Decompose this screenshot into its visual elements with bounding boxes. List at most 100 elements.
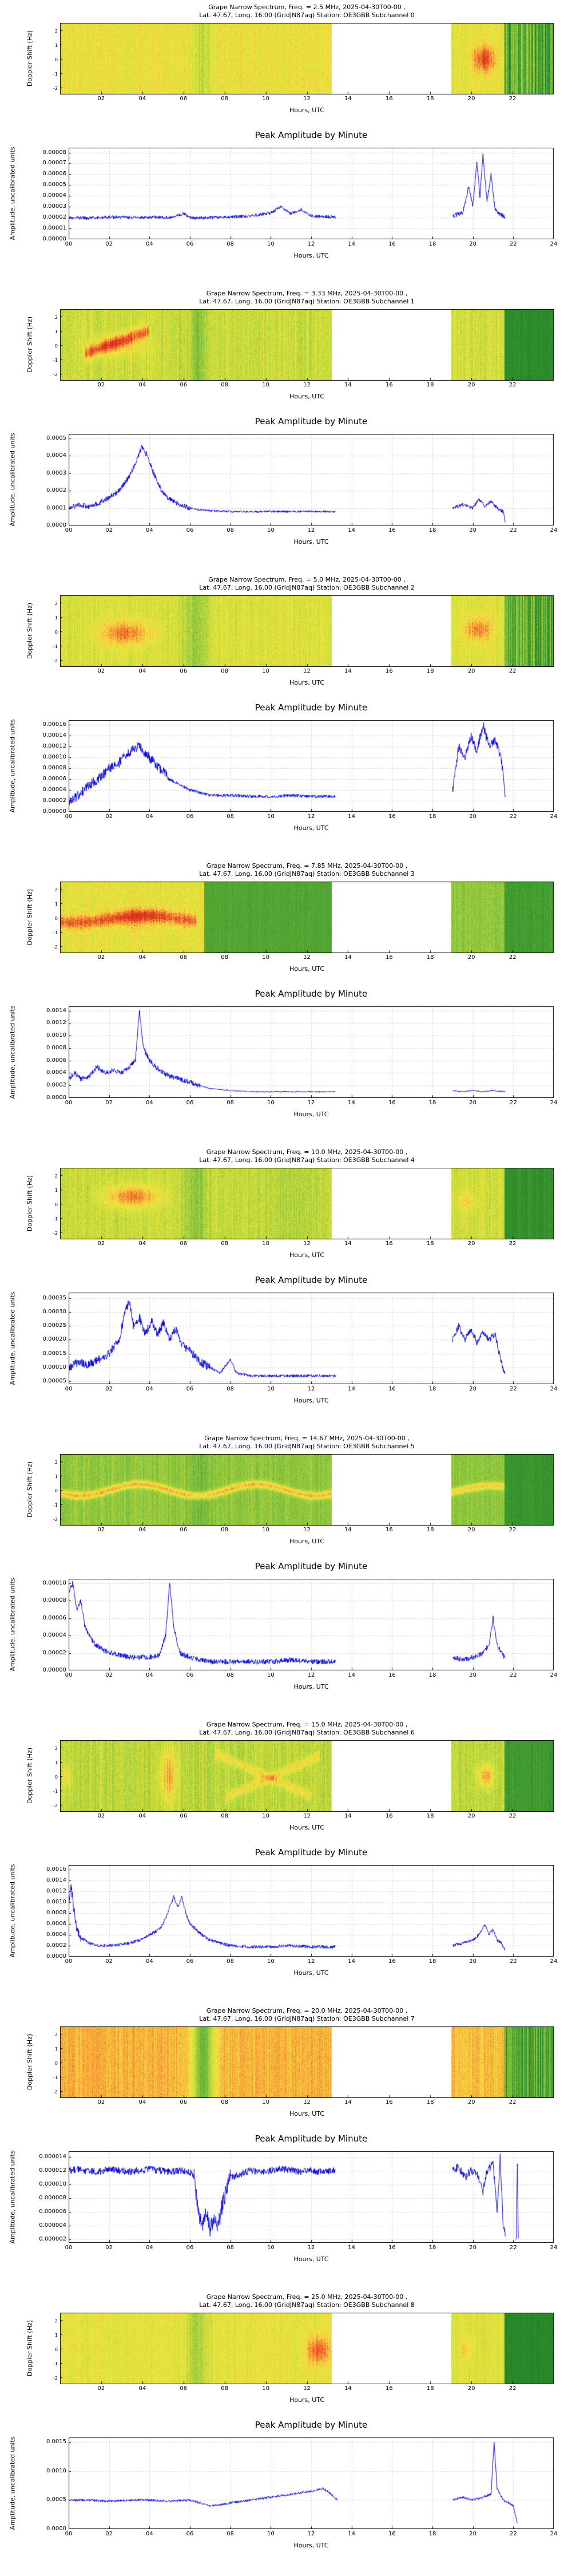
- amplitude-y-tick-label: 0.000004: [39, 2222, 66, 2229]
- spectrogram-x-tick-label: 08: [221, 2385, 229, 2392]
- spectrogram-x-tick-label: 20: [467, 1813, 475, 1819]
- spectrogram-x-tick-label: 14: [344, 954, 352, 961]
- spectrogram-x-tick-label: 20: [467, 2099, 475, 2105]
- amplitude-line-chart: [69, 720, 554, 812]
- amplitude-y-tick-label: 0.0012: [46, 1887, 66, 1894]
- amplitude-x-tick-label: 16: [388, 1672, 396, 1678]
- amplitude-y-tick-label: 0.00025: [42, 1322, 66, 1329]
- amplitude-x-tick-label: 24: [550, 2531, 558, 2537]
- amplitude-x-tick-label: 16: [388, 527, 396, 534]
- amplitude-x-tick-label: 02: [105, 2245, 113, 2251]
- amplitude-chart-title: Peak Amplitude by Minute: [255, 2134, 368, 2144]
- amplitude-x-tick-label: 12: [307, 1386, 315, 1392]
- amplitude-x-axis-label: Hours, UTC: [293, 538, 329, 546]
- amplitude-line-chart: [69, 434, 554, 526]
- amplitude-x-tick-label: 04: [145, 1386, 153, 1392]
- amplitude-x-tick-label: 16: [388, 241, 396, 247]
- amplitude-y-tick-label: 0.00014: [42, 732, 66, 738]
- amplitude-x-tick-label: 02: [105, 1386, 113, 1392]
- amplitude-y-tick-label: 0.00015: [42, 1350, 66, 1357]
- spectrogram-x-tick-label: 10: [262, 2385, 269, 2392]
- amplitude-x-tick-label: 00: [65, 1958, 73, 1965]
- spectrogram-x-tick-label: 08: [221, 1527, 229, 1533]
- amplitude-y-tick-label: 0.0004: [46, 452, 66, 459]
- amplitude-x-tick-label: 18: [428, 1100, 436, 1106]
- spectrogram-x-tick-label: 06: [180, 382, 188, 388]
- amplitude-line-chart: [69, 1579, 554, 1670]
- spectrogram-x-axis-label: Hours, UTC: [289, 1251, 325, 1259]
- amplitude-y-tick-label: 0.000014: [39, 2153, 66, 2160]
- amplitude-x-tick-label: 00: [65, 2245, 73, 2251]
- amplitude-x-tick-label: 16: [388, 1386, 396, 1392]
- spectrogram-title-line2: Lat. 47.67, Long. 16.00 (GridJN87aq) Sta…: [199, 584, 415, 591]
- amplitude-x-tick-label: 08: [227, 1386, 235, 1392]
- spectrogram-y-tick-label: -1: [53, 930, 58, 935]
- amplitude-x-tick-label: 04: [145, 813, 153, 820]
- amplitude-y-tick-label: 0.00000: [42, 808, 66, 815]
- spectrogram-y-tick-label: -2: [53, 1230, 58, 1236]
- spectrogram-x-tick-label: 16: [385, 1527, 393, 1533]
- subchannel-block-6: Grape Narrow Spectrum, Freq. = 15.0 MHz,…: [0, 1717, 572, 2004]
- amplitude-x-tick-label: 04: [145, 1100, 153, 1106]
- spectrogram-x-tick-label: 18: [426, 382, 434, 388]
- spectrogram-y-tick-label: 2: [54, 1173, 58, 1179]
- amplitude-y-tick-label: 0.00005: [42, 181, 66, 188]
- amplitude-x-tick-label: 08: [227, 1672, 235, 1678]
- spectrogram-y-tick-label: -2: [53, 2089, 58, 2095]
- amplitude-x-tick-label: 02: [105, 1672, 113, 1678]
- amplitude-y-tick-label: 0.000008: [39, 2194, 66, 2201]
- amplitude-x-tick-label: 06: [186, 1100, 194, 1106]
- spectrogram-y-tick-label: -2: [53, 944, 58, 950]
- amplitude-y-tick-label: 0.00012: [42, 742, 66, 749]
- amplitude-x-tick-label: 06: [186, 813, 194, 820]
- amplitude-x-tick-label: 02: [105, 813, 113, 820]
- amplitude-x-tick-label: 18: [428, 1672, 436, 1678]
- amplitude-x-tick-label: 14: [348, 1958, 356, 1965]
- amplitude-x-tick-label: 10: [267, 1386, 275, 1392]
- amplitude-y-tick-label: 0.0002: [46, 487, 66, 494]
- spectrogram-x-tick-label: 14: [344, 2099, 352, 2105]
- spectrogram-title-line1: Grape Narrow Spectrum, Freq. = 25.0 MHz,…: [206, 2293, 408, 2301]
- amplitude-y-tick-label: 0.0010: [46, 1898, 66, 1905]
- spectrogram-x-tick-label: 08: [221, 954, 229, 961]
- amplitude-x-tick-label: 24: [550, 241, 558, 247]
- amplitude-x-tick-label: 22: [509, 2245, 517, 2251]
- spectrogram-title-line2: Lat. 47.67, Long. 16.00 (GridJN87aq) Sta…: [199, 1156, 415, 1164]
- amplitude-x-tick-label: 10: [267, 527, 275, 534]
- amplitude-y-tick-label: 0.0008: [46, 1044, 66, 1051]
- spectrogram-y-axis-label: Doppler Shift (Hz): [26, 2320, 34, 2377]
- amplitude-y-tick-label: 0.00020: [42, 1336, 66, 1343]
- amplitude-y-tick-label: 0.00002: [42, 797, 66, 804]
- spectrogram-x-tick-label: 14: [344, 1527, 352, 1533]
- spectrogram-y-axis-label: Doppler Shift (Hz): [26, 30, 34, 87]
- amplitude-y-tick-label: 0.00003: [42, 203, 66, 210]
- spectrogram-x-tick-label: 02: [97, 1527, 105, 1533]
- amplitude-line-chart: [69, 2437, 554, 2529]
- amplitude-chart-title: Peak Amplitude by Minute: [255, 2420, 368, 2430]
- subchannel-block-5: Grape Narrow Spectrum, Freq. = 14.67 MHz…: [0, 1431, 572, 1717]
- spectrogram-x-tick-label: 04: [138, 2099, 146, 2105]
- subchannel-block-3: Grape Narrow Spectrum, Freq. = 7.85 MHz,…: [0, 859, 572, 1145]
- amplitude-x-tick-label: 02: [105, 527, 113, 534]
- spectrogram-title-line2: Lat. 47.67, Long. 16.00 (GridJN87aq) Sta…: [199, 298, 415, 305]
- spectrogram-x-tick-label: 12: [303, 1240, 311, 1247]
- spectrogram-x-tick-label: 08: [221, 1813, 229, 1819]
- spectrogram-x-tick-label: 18: [426, 2385, 434, 2392]
- spectrogram-x-tick-label: 14: [344, 2385, 352, 2392]
- amplitude-x-tick-label: 22: [509, 2531, 517, 2537]
- spectrogram-x-tick-label: 22: [509, 1527, 517, 1533]
- spectrogram-y-tick-label: 2: [54, 2032, 58, 2037]
- spectrogram-y-tick-label: -2: [53, 2375, 58, 2381]
- amplitude-x-tick-label: 08: [227, 241, 235, 247]
- spectrogram-x-axis-label: Hours, UTC: [289, 1824, 325, 1831]
- amplitude-x-tick-label: 00: [65, 813, 73, 820]
- spectrogram-y-tick-label: 0: [54, 1202, 58, 1207]
- amplitude-x-tick-label: 00: [65, 1386, 73, 1392]
- spectrogram-x-tick-label: 20: [467, 954, 475, 961]
- spectrogram-x-axis-label: Hours, UTC: [289, 1538, 325, 1545]
- spectrogram-heatmap: [60, 1740, 554, 1812]
- spectrogram-x-tick-label: 22: [509, 382, 517, 388]
- spectrogram-x-tick-label: 14: [344, 382, 352, 388]
- amplitude-x-tick-label: 04: [145, 2245, 153, 2251]
- spectrogram-x-tick-label: 06: [180, 1813, 188, 1819]
